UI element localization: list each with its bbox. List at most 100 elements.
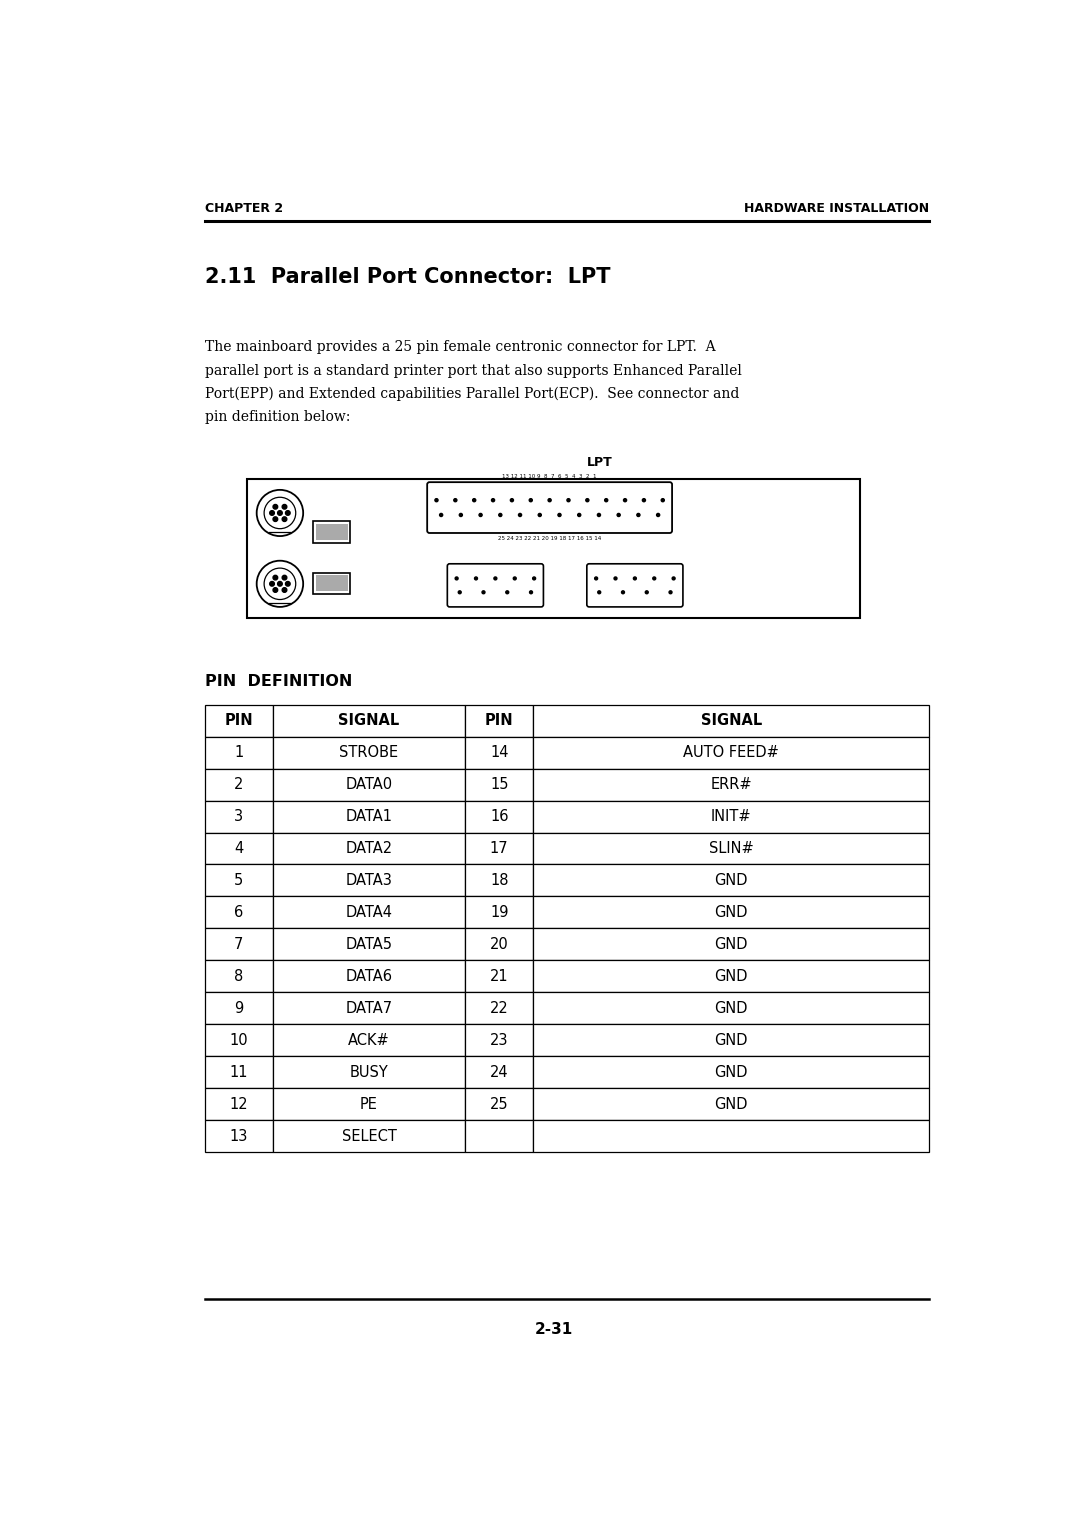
Circle shape — [652, 577, 656, 580]
Text: 25 24 23 22 21 20 19 18 17 16 15 14: 25 24 23 22 21 20 19 18 17 16 15 14 — [498, 536, 602, 542]
Circle shape — [597, 591, 600, 594]
Bar — [534, 801, 930, 833]
Bar — [313, 522, 350, 543]
Text: 9: 9 — [234, 1001, 243, 1015]
Text: 8: 8 — [234, 970, 243, 983]
Circle shape — [257, 560, 303, 607]
Circle shape — [578, 513, 581, 516]
Text: SLIN#: SLIN# — [708, 842, 754, 855]
Text: 13 12 11 10 9  8  7  6  5  4  3  2  1: 13 12 11 10 9 8 7 6 5 4 3 2 1 — [502, 473, 597, 479]
Bar — [273, 896, 465, 928]
Text: 19: 19 — [490, 906, 509, 919]
Bar — [465, 833, 534, 864]
Bar — [465, 864, 534, 896]
Text: 14: 14 — [490, 746, 509, 759]
Text: 2.11  Parallel Port Connector:  LPT: 2.11 Parallel Port Connector: LPT — [205, 268, 610, 288]
Circle shape — [585, 499, 589, 502]
Text: GND: GND — [715, 938, 748, 951]
Circle shape — [661, 499, 664, 502]
Text: PIN: PIN — [485, 714, 514, 728]
Bar — [273, 801, 465, 833]
Circle shape — [435, 499, 438, 502]
Circle shape — [617, 513, 620, 516]
Circle shape — [270, 581, 274, 586]
Circle shape — [482, 591, 485, 594]
Bar — [465, 928, 534, 960]
Bar — [205, 960, 273, 992]
Bar — [465, 960, 534, 992]
Text: The mainboard provides a 25 pin female centronic connector for LPT.  A: The mainboard provides a 25 pin female c… — [205, 341, 715, 355]
Circle shape — [282, 587, 287, 592]
Circle shape — [645, 591, 648, 594]
Circle shape — [285, 511, 291, 516]
Bar — [273, 769, 465, 801]
Bar — [205, 1024, 273, 1056]
Text: 6: 6 — [234, 906, 243, 919]
Circle shape — [499, 513, 502, 516]
Bar — [465, 1120, 534, 1152]
Circle shape — [265, 568, 296, 600]
Text: GND: GND — [715, 970, 748, 983]
Bar — [273, 833, 465, 864]
Text: SELECT: SELECT — [341, 1129, 396, 1143]
Text: LPT: LPT — [588, 457, 612, 469]
Circle shape — [273, 517, 278, 522]
Circle shape — [548, 499, 551, 502]
Bar — [534, 864, 930, 896]
Circle shape — [623, 499, 626, 502]
Text: CHAPTER 2: CHAPTER 2 — [205, 202, 283, 215]
Bar — [534, 992, 930, 1024]
Text: 1: 1 — [234, 746, 243, 759]
Circle shape — [455, 577, 458, 580]
Bar — [205, 737, 273, 769]
Circle shape — [282, 517, 287, 522]
Circle shape — [480, 513, 482, 516]
Bar — [534, 1120, 930, 1152]
Bar — [273, 705, 465, 737]
Circle shape — [265, 498, 296, 528]
Bar — [534, 1088, 930, 1120]
Text: 23: 23 — [490, 1033, 509, 1047]
Circle shape — [595, 577, 597, 580]
Circle shape — [282, 575, 287, 580]
Text: ACK#: ACK# — [348, 1033, 390, 1047]
Text: 2: 2 — [234, 778, 243, 791]
Circle shape — [672, 577, 675, 580]
FancyBboxPatch shape — [447, 563, 543, 607]
Text: GND: GND — [715, 1065, 748, 1079]
Bar — [465, 737, 534, 769]
Text: SIGNAL: SIGNAL — [338, 714, 400, 728]
Circle shape — [278, 581, 282, 586]
Bar — [534, 833, 930, 864]
Text: DATA4: DATA4 — [346, 906, 392, 919]
Bar — [205, 769, 273, 801]
Text: 24: 24 — [490, 1065, 509, 1079]
Bar — [273, 864, 465, 896]
Text: ERR#: ERR# — [711, 778, 752, 791]
Circle shape — [285, 581, 291, 586]
Circle shape — [597, 513, 600, 516]
Bar — [465, 1088, 534, 1120]
Text: 25: 25 — [490, 1097, 509, 1111]
Circle shape — [459, 513, 462, 516]
Circle shape — [529, 591, 532, 594]
Text: AUTO FEED#: AUTO FEED# — [684, 746, 780, 759]
Text: DATA1: DATA1 — [346, 810, 392, 823]
Text: GND: GND — [715, 1033, 748, 1047]
Bar — [316, 524, 348, 540]
Text: 3: 3 — [234, 810, 243, 823]
Bar — [205, 801, 273, 833]
Bar — [534, 1024, 930, 1056]
Text: PIN: PIN — [225, 714, 253, 728]
Circle shape — [505, 591, 509, 594]
Circle shape — [657, 513, 660, 516]
Bar — [273, 960, 465, 992]
Bar — [273, 1120, 465, 1152]
Bar — [247, 479, 860, 618]
Circle shape — [273, 587, 278, 592]
Text: BUSY: BUSY — [350, 1065, 389, 1079]
Circle shape — [454, 499, 457, 502]
Circle shape — [257, 490, 303, 536]
Circle shape — [491, 499, 495, 502]
FancyBboxPatch shape — [428, 482, 672, 533]
